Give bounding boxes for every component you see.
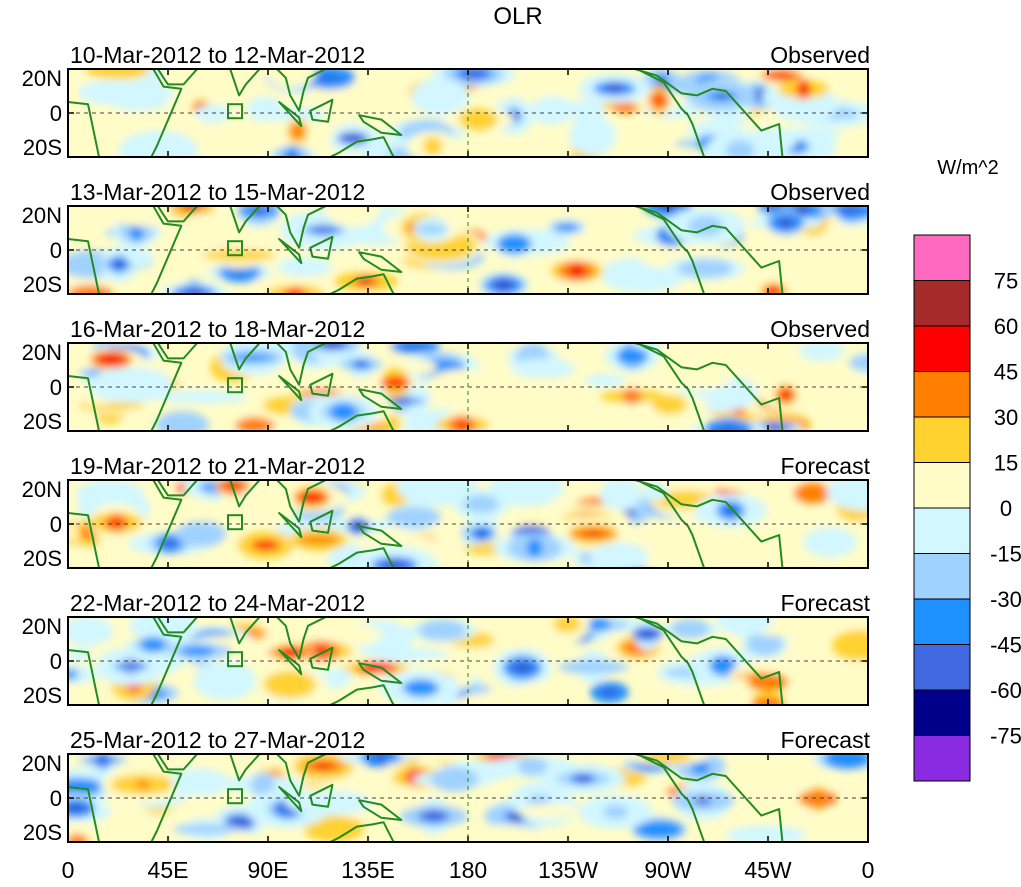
panel-period: 13-Mar-2012 to 15-Mar-2012: [70, 179, 365, 205]
panel-4: 20N 0 20S 19-Mar-2012 to 21-Mar-2012 Forecas…: [22, 453, 871, 571]
latitude-label: 20N: [22, 751, 62, 776]
latitude-label: 20N: [22, 614, 62, 639]
latitude-label: 0: [50, 649, 62, 674]
latitude-label: 0: [50, 238, 62, 263]
colorbar-label: -30: [990, 587, 1021, 612]
latitude-label: 20S: [23, 135, 62, 160]
panel-2: 20N 0 20S 13-Mar-2012 to 15-Mar-2012 Observe…: [22, 179, 870, 297]
latitude-label: 20N: [22, 66, 62, 91]
colorbar-swatch: [913, 234, 971, 281]
longitude-axis: 0 45E 90E 135E 180 135W 90W 45W 0: [62, 857, 875, 883]
panel-period: 16-Mar-2012 to 18-Mar-2012: [70, 316, 365, 342]
panel-type: Observed: [770, 316, 870, 342]
latitude-label: 20S: [23, 272, 62, 297]
longitude-label: 135E: [341, 857, 395, 883]
colorbar-label: 0: [1000, 496, 1012, 521]
longitude-label: 0: [862, 857, 875, 883]
longitude-label: 45W: [744, 857, 792, 883]
latitude-label: 20S: [23, 409, 62, 434]
colorbar-swatch: [913, 644, 971, 691]
colorbar-label: 45: [994, 360, 1018, 385]
colorbar-label: 75: [994, 269, 1018, 294]
olr-anomaly-field: [68, 617, 868, 705]
colorbar-label: 15: [994, 451, 1018, 476]
longitude-label: 90E: [248, 857, 289, 883]
panel-type: Observed: [770, 179, 870, 205]
colorbar-units: W/m^2: [937, 157, 999, 179]
panel-type: Forecast: [781, 727, 871, 753]
panel-period: 22-Mar-2012 to 24-Mar-2012: [70, 590, 365, 616]
panel-3: 20N 0 20S 16-Mar-2012 to 18-Mar-2012 Observe…: [22, 316, 870, 434]
colorbar-swatch: [913, 325, 971, 372]
latitude-label: 0: [50, 375, 62, 400]
colorbar-swatch: [913, 553, 971, 600]
panel-period: 19-Mar-2012 to 21-Mar-2012: [70, 453, 365, 479]
latitude-label: 20S: [23, 683, 62, 708]
colorbar-label: -60: [990, 678, 1021, 703]
longitude-label: 0: [62, 857, 75, 883]
colorbar: W/m^2 75 60 45 30 15 0 -15 -30 -45 -60 -75: [913, 157, 1021, 782]
longitude-label: 135W: [538, 857, 598, 883]
colorbar-swatch: [913, 689, 971, 736]
panel-5: 20N 0 20S 22-Mar-2012 to 24-Mar-2012 Forecas…: [22, 590, 871, 708]
colorbar-label: 60: [994, 314, 1018, 339]
latitude-label: 20N: [22, 340, 62, 365]
colorbar-swatch: [913, 462, 971, 509]
colorbar-label: -45: [990, 633, 1021, 658]
panel-1: 20N 0 20S 10-Mar-2012 to 12-Mar-2012 Observe…: [22, 42, 870, 160]
latitude-label: 20N: [22, 477, 62, 502]
colorbar-label: -15: [990, 542, 1021, 567]
latitude-label: 20S: [23, 820, 62, 845]
panel-period: 10-Mar-2012 to 12-Mar-2012: [70, 42, 365, 68]
latitude-label: 0: [50, 101, 62, 126]
colorbar-swatch: [913, 598, 971, 645]
panels: 20N 0 20S 10-Mar-2012 to 12-Mar-2012 Observe…: [22, 42, 871, 845]
colorbar-swatch: [913, 371, 971, 418]
latitude-label: 0: [50, 512, 62, 537]
olr-anomaly-field: [68, 754, 868, 842]
longitude-label: 90W: [644, 857, 692, 883]
panel-type: Observed: [770, 42, 870, 68]
panel-period: 25-Mar-2012 to 27-Mar-2012: [70, 727, 365, 753]
panel-type: Forecast: [781, 453, 871, 479]
latitude-label: 20S: [23, 546, 62, 571]
latitude-label: 0: [50, 786, 62, 811]
panel-type: Forecast: [781, 590, 871, 616]
figure-title: OLR: [493, 3, 542, 30]
colorbar-swatch: [913, 280, 971, 327]
colorbar-swatch: [913, 507, 971, 554]
colorbar-label: 30: [994, 405, 1018, 430]
colorbar-swatch: [913, 416, 971, 463]
panel-6: 20N 0 20S 25-Mar-2012 to 27-Mar-2012 Forecas…: [22, 727, 871, 845]
colorbar-label: -75: [990, 724, 1021, 749]
longitude-label: 180: [449, 857, 487, 883]
latitude-label: 20N: [22, 203, 62, 228]
longitude-label: 45E: [148, 857, 189, 883]
colorbar-swatch: [913, 735, 971, 782]
olr-anomaly-field: [68, 69, 868, 157]
